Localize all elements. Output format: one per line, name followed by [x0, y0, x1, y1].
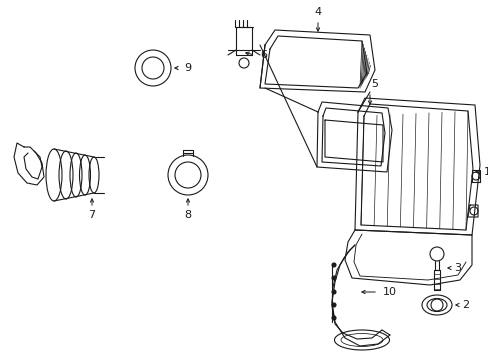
Circle shape — [331, 263, 335, 267]
Circle shape — [331, 276, 335, 280]
Circle shape — [331, 316, 335, 320]
Text: 9: 9 — [183, 63, 191, 73]
Text: 6: 6 — [260, 50, 266, 60]
Text: 3: 3 — [453, 263, 460, 273]
Text: 10: 10 — [382, 287, 396, 297]
Text: 2: 2 — [461, 300, 468, 310]
Text: 5: 5 — [371, 79, 378, 89]
Text: 4: 4 — [314, 7, 321, 17]
Text: 1: 1 — [483, 167, 488, 177]
Text: 7: 7 — [88, 210, 95, 220]
Circle shape — [331, 303, 335, 307]
Circle shape — [331, 290, 335, 294]
Text: 8: 8 — [184, 210, 191, 220]
